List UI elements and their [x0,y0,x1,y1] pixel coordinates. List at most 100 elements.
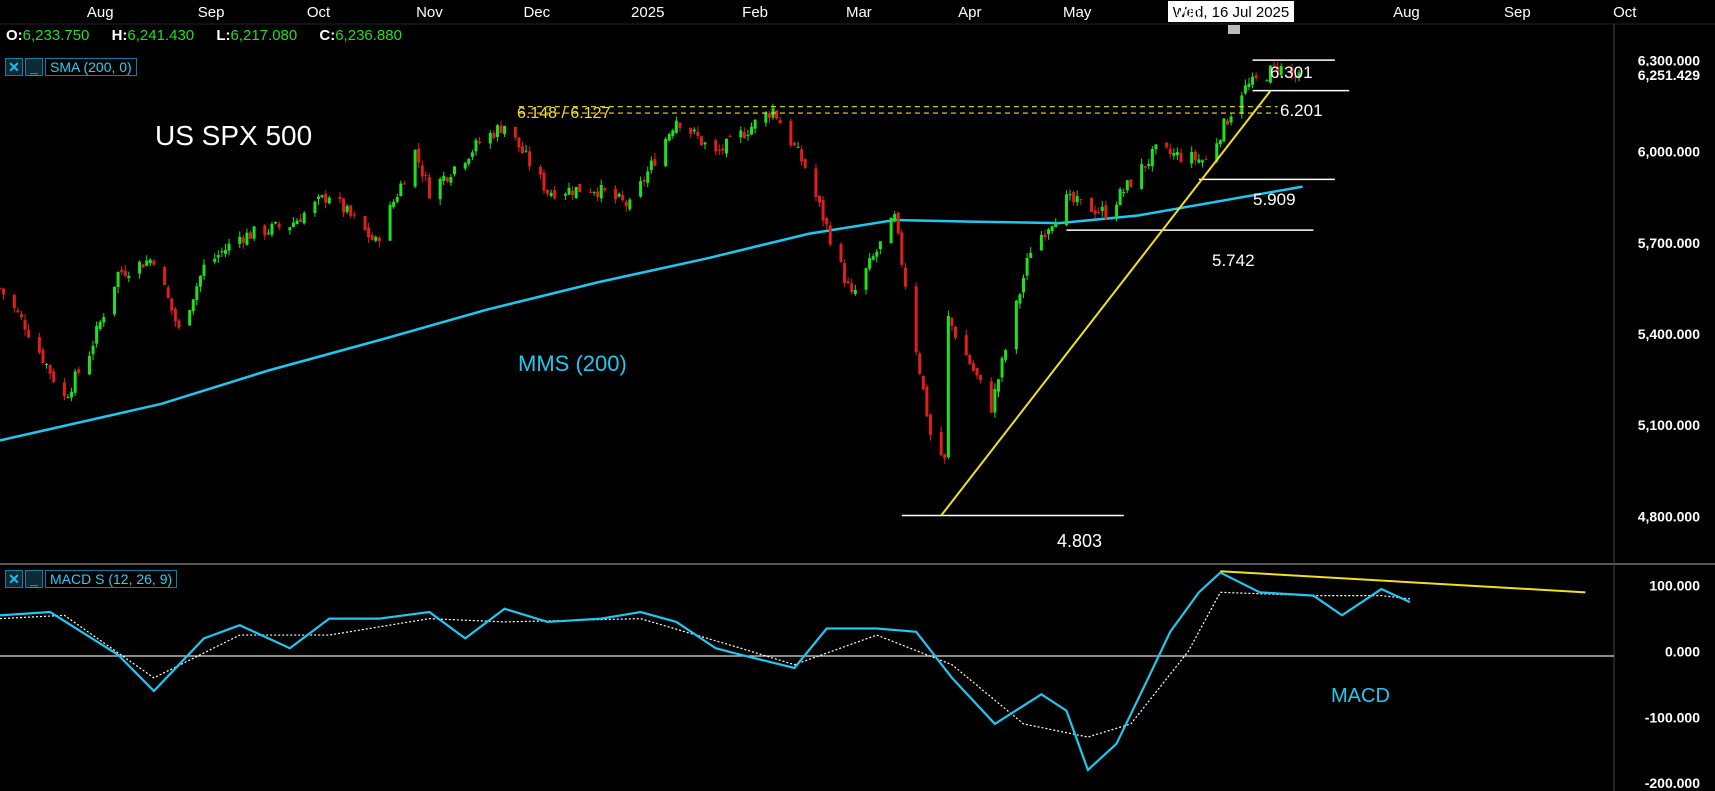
candle [603,187,607,193]
price-axis: 6,300.000 6,000.000 5,700.000 5,400.000 5,10… [1620,52,1712,524]
candle [1268,64,1272,84]
close-icon[interactable]: ✕ [5,570,23,588]
candle [1079,198,1083,206]
candle-body [778,120,782,124]
minimize-icon[interactable]: ‗ [25,570,43,588]
candle [87,351,91,376]
candle-body [374,236,378,241]
macd-indicator-label[interactable]: MACD S (12, 26, 9) [45,570,178,588]
candle [696,126,700,140]
sma-indicator-label[interactable]: SMA (200, 0) [45,58,137,76]
candle [470,149,474,161]
candle-body [1122,191,1126,193]
candle-body [352,214,356,216]
candle [628,197,632,212]
candle [352,211,356,219]
candle-body [12,295,16,308]
cursor-marker-icon [1228,25,1240,34]
candle-body [975,367,979,376]
candle-body [864,268,868,290]
candle [1068,189,1072,201]
candle [45,363,49,369]
candle [714,138,718,156]
candle-body [420,165,424,177]
candle-body [921,375,925,390]
candle [678,122,682,132]
candle-body [37,337,41,353]
candle-body [549,192,553,197]
candle [538,164,542,180]
candle-body [227,243,231,251]
candle-body [1140,164,1144,189]
candle [77,366,81,376]
candle-body [617,193,621,197]
candle-body [889,217,893,244]
candle-body [395,197,399,202]
candle [553,186,557,200]
candle-body [1243,85,1247,94]
candle [939,426,943,456]
candle [1129,178,1133,188]
candle-body [216,255,220,258]
candle [753,119,757,134]
candle [599,179,603,203]
candle-body [821,199,825,221]
candle [19,310,23,321]
candle [216,250,220,264]
candle [818,195,822,208]
candle-body [245,232,249,245]
candle-body [23,319,27,330]
candle-body [542,172,546,191]
candle [98,319,102,332]
candle [900,229,904,268]
candle [363,215,367,231]
candle [113,286,117,317]
candle-body [91,345,95,355]
candle-body [868,258,872,269]
candle-body [878,241,882,250]
price-tick-label: 5,700.000 [1638,235,1700,251]
candle [896,211,900,236]
close-icon[interactable]: ✕ [5,58,23,76]
candle-body [427,177,431,199]
candle [775,109,779,120]
candle-body [979,374,983,380]
candle [814,163,818,202]
candle-body [317,196,321,200]
candle [420,160,424,183]
month-label: Oct [1613,4,1637,21]
candle-body [739,130,743,138]
candle [1000,355,1004,383]
candle-body [764,112,768,123]
candle [699,135,703,147]
candle-body [238,236,242,244]
candle-body [828,225,832,245]
sma-200-line [0,185,1303,442]
candle-body [503,125,507,135]
candle-body [996,379,1000,392]
candle [1118,186,1122,206]
candle-body [492,132,496,139]
candle-body [1279,66,1283,76]
candle-body [288,227,292,231]
candle-body [513,126,517,138]
candle-body [1079,198,1083,200]
candle [878,241,882,255]
minimize-icon[interactable]: ‗ [25,58,43,76]
candle [1043,229,1047,241]
candle-body [646,171,650,183]
candle [513,126,517,141]
candle-body [925,386,929,417]
candle [918,351,922,376]
candle-body [818,195,822,203]
candle [1090,197,1094,212]
candle [141,264,145,268]
candle [1143,165,1147,172]
candle-body [123,270,127,276]
candle [1200,159,1204,168]
overlay-layer [518,59,1350,517]
candle [95,321,99,348]
candle-body [928,414,932,435]
candle-body [463,162,467,169]
